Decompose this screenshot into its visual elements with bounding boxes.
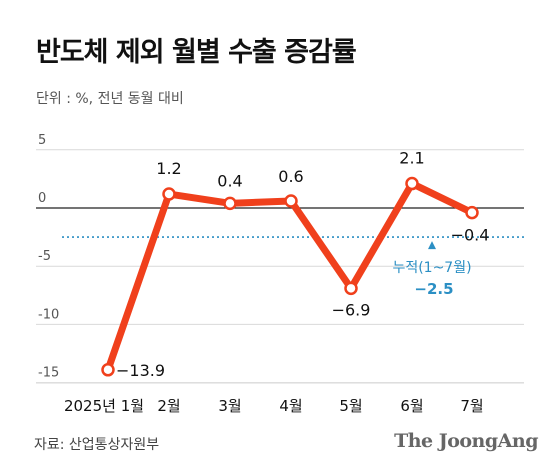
x-tick-label: 4월 — [279, 397, 302, 415]
reference-label: 누적(1~7월) — [392, 260, 471, 276]
data-label: 0.6 — [278, 167, 303, 186]
y-tick-label: -10 — [38, 307, 59, 322]
x-tick-label: 5월 — [339, 397, 362, 415]
series-line — [104, 180, 476, 374]
data-point — [405, 176, 419, 191]
data-point — [223, 196, 237, 211]
data-point — [465, 205, 479, 220]
data-point — [284, 194, 298, 208]
data-label: 1.2 — [156, 159, 181, 178]
data-label: −0.4 — [451, 226, 490, 245]
data-label: 2.1 — [399, 149, 424, 168]
x-tick-label: 3월 — [218, 397, 241, 415]
reference-value-label: −2.5 — [414, 280, 453, 298]
chart-subtitle: 단위 : %, 전년 동월 대비 — [36, 91, 184, 107]
source-note: 자료: 산업통상자원부 — [34, 437, 160, 453]
x-tick-label: 7월 — [460, 397, 483, 415]
data-label: −13.9 — [116, 361, 165, 380]
chart-title: 반도체 제외 월별 수출 증감률 — [36, 37, 357, 68]
data-label: 0.4 — [217, 171, 242, 190]
y-tick-label: 0 — [38, 191, 46, 206]
data-point — [344, 281, 358, 296]
x-tick-label: 2025년 1월 — [64, 397, 144, 415]
data-label: −6.9 — [332, 300, 371, 319]
data-point — [101, 363, 115, 377]
y-tick-label: -5 — [38, 249, 51, 264]
brand-logo: The JoongAng — [394, 430, 538, 452]
y-tick-label: -15 — [38, 366, 59, 381]
y-tick-label: 5 — [38, 133, 46, 148]
reference-pointer-icon — [428, 241, 436, 250]
x-tick-label: 6월 — [400, 397, 423, 415]
x-tick-label: 2월 — [157, 397, 180, 415]
data-point — [162, 187, 176, 201]
